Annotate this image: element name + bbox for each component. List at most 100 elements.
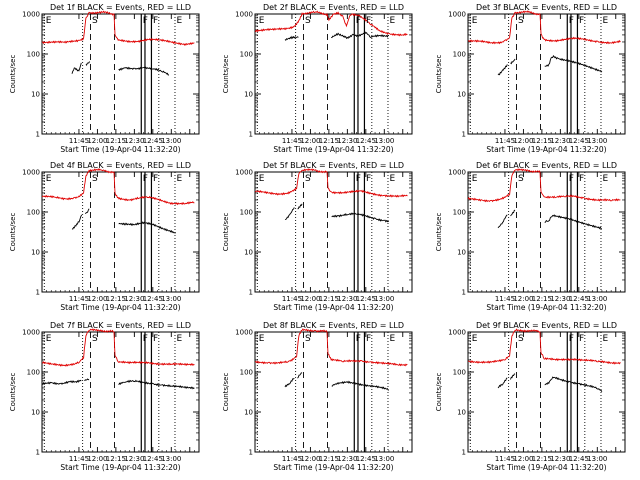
y-axis-label: Counts/sec <box>9 213 17 252</box>
y-tick-label: 100 <box>240 51 253 59</box>
marker-label-E: E <box>259 174 265 184</box>
x-tick-label: 12:00 <box>300 295 320 303</box>
events-series-line <box>118 379 195 390</box>
y-tick-label: 1000 <box>22 329 40 337</box>
y-tick-label: 100 <box>453 51 466 59</box>
panel-title: Det 4f BLACK = Events, RED = LLD <box>50 161 191 170</box>
x-tick-label: 11:45 <box>495 295 515 303</box>
y-tick-label: 1000 <box>22 169 40 177</box>
plot-area <box>468 168 621 292</box>
marker-label-S: S <box>92 16 98 26</box>
marker-label-F: F <box>569 334 574 344</box>
marker-label-E: E <box>46 16 52 26</box>
marker-label-E: E <box>176 174 182 184</box>
marker-label-F: F <box>569 16 574 26</box>
marker-label-F: F <box>579 334 584 344</box>
marker-label-F: F <box>366 174 371 184</box>
panel-det-5: Det 5f BLACK = Events, RED = LLD 1 10 100 10… <box>222 161 413 312</box>
y-tick-label: 1000 <box>235 169 253 177</box>
events-series-line <box>510 58 516 65</box>
x-tick-label: 12:00 <box>513 455 533 463</box>
marker-label-F: F <box>366 334 371 344</box>
x-tick-label: 12:15 <box>106 137 126 145</box>
marker-label-E: E <box>472 174 478 184</box>
events-series-line <box>71 62 82 74</box>
y-tick-label: 1 <box>36 449 40 457</box>
x-tick-label: 12:30 <box>550 455 570 463</box>
events-series-line <box>85 61 90 66</box>
y-tick-label: 1 <box>36 131 40 139</box>
marker-label-E: E <box>472 16 478 26</box>
x-tick-label: 11:45 <box>282 295 302 303</box>
plot-area <box>255 328 408 452</box>
x-tick-label: 11:45 <box>282 455 302 463</box>
marker-label-E: E <box>259 334 265 344</box>
events-series-line <box>544 376 603 393</box>
x-tick-label: 13:00 <box>374 137 394 145</box>
y-tick-label: 1 <box>249 289 253 297</box>
x-tick-label: 11:45 <box>69 137 89 145</box>
y-tick-label: 1000 <box>448 169 466 177</box>
marker-label-E: E <box>259 16 265 26</box>
x-tick-label: 12:15 <box>319 295 339 303</box>
x-tick-label: 12:00 <box>513 137 533 145</box>
panel-title: Det 7f BLACK = Events, RED = LLD <box>50 321 191 330</box>
x-axis-label: Start Time (19-Apr-04 11:32:20) <box>60 303 180 312</box>
marker-label-S: S <box>305 174 311 184</box>
x-tick-label: 12:30 <box>337 295 357 303</box>
lld-series-line <box>468 10 621 45</box>
lld-series-line <box>255 10 408 37</box>
plot-area <box>42 168 195 292</box>
events-series-line <box>284 207 295 220</box>
y-tick-label: 10 <box>31 249 40 257</box>
lld-series-line <box>42 328 195 367</box>
marker-label-F: F <box>579 16 584 26</box>
marker-label-F: F <box>569 174 574 184</box>
x-axis-label: Start Time (19-Apr-04 11:32:20) <box>273 303 393 312</box>
y-axis-label: Counts/sec <box>435 55 443 94</box>
y-axis-label: Counts/sec <box>435 373 443 412</box>
y-tick-label: 1000 <box>22 11 40 19</box>
x-tick-label: 12:45 <box>356 455 376 463</box>
x-tick-label: 13:00 <box>161 137 181 145</box>
x-axis-label: Start Time (19-Apr-04 11:32:20) <box>486 303 606 312</box>
x-tick-label: 13:00 <box>161 295 181 303</box>
x-axis-label: Start Time (19-Apr-04 11:32:20) <box>273 145 393 154</box>
x-tick-label: 13:00 <box>374 455 394 463</box>
lld-series-line <box>42 168 195 206</box>
marker-label-F: F <box>153 334 158 344</box>
x-tick-label: 12:00 <box>513 295 533 303</box>
x-tick-label: 11:45 <box>69 455 89 463</box>
y-tick-label: 10 <box>244 91 253 99</box>
marker-label-E: E <box>602 334 608 344</box>
marker-label-F: F <box>153 16 158 26</box>
panel-det-2: Det 2f BLACK = Events, RED = LLD 1 10 100 10… <box>222 3 413 154</box>
panel-title: Det 1f BLACK = Events, RED = LLD <box>50 3 191 12</box>
y-axis-label: Counts/sec <box>222 55 230 94</box>
events-series-line <box>71 214 83 230</box>
x-tick-label: 12:00 <box>87 295 107 303</box>
y-tick-label: 1 <box>36 289 40 297</box>
y-tick-label: 1000 <box>448 11 466 19</box>
x-tick-label: 11:45 <box>69 295 89 303</box>
plot-frame <box>467 13 626 135</box>
marker-label-F: F <box>366 16 371 26</box>
plot-frame <box>254 331 413 453</box>
y-axis-label: Counts/sec <box>9 55 17 94</box>
marker-label-S: S <box>92 334 98 344</box>
y-tick-label: 1 <box>249 449 253 457</box>
marker-label-F: F <box>143 174 148 184</box>
y-tick-label: 1000 <box>235 329 253 337</box>
marker-label-F: F <box>356 334 361 344</box>
marker-label-F: F <box>153 174 158 184</box>
plot-area <box>255 168 408 292</box>
marker-label-E: E <box>389 174 395 184</box>
marker-label-F: F <box>356 174 361 184</box>
marker-label-E: E <box>176 334 182 344</box>
y-tick-label: 100 <box>27 51 40 59</box>
panel-title: Det 8f BLACK = Events, RED = LLD <box>263 321 404 330</box>
x-tick-label: 12:00 <box>87 137 107 145</box>
x-tick-label: 13:00 <box>587 137 607 145</box>
x-tick-label: 12:30 <box>124 137 144 145</box>
plot-area <box>42 328 195 452</box>
